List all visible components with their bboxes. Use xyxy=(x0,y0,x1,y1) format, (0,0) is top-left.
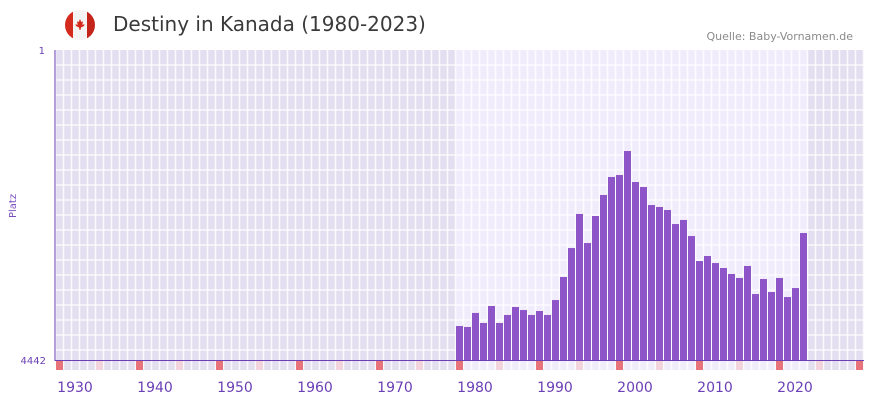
bar-1993 xyxy=(576,213,583,360)
bar-1992 xyxy=(568,248,575,360)
half-decade-marker xyxy=(656,361,663,370)
decade-marker xyxy=(856,361,863,370)
half-decade-marker xyxy=(576,361,583,370)
x-tick-1960: 1960 xyxy=(297,380,333,396)
bar-2012 xyxy=(728,274,735,360)
bar-1996 xyxy=(600,194,607,360)
decade-marker xyxy=(616,361,623,370)
bar-1981 xyxy=(480,323,487,360)
decade-marker xyxy=(536,361,543,370)
bar-1978 xyxy=(456,326,463,360)
bar-1995 xyxy=(592,215,599,360)
x-tick-1940: 1940 xyxy=(137,380,173,396)
bar-2002 xyxy=(648,205,655,360)
bar-1980 xyxy=(472,312,479,360)
bar-2001 xyxy=(640,187,647,360)
bar-1991 xyxy=(560,277,567,360)
bar-2000 xyxy=(632,181,639,360)
bar-2018 xyxy=(776,277,783,360)
x-tick-2010: 2010 xyxy=(697,380,733,396)
bar-2008 xyxy=(696,261,703,360)
half-decade-marker xyxy=(256,361,263,370)
decade-marker xyxy=(216,361,223,370)
bar-2020 xyxy=(792,288,799,360)
bar-1994 xyxy=(584,243,591,360)
x-tick-2020: 2020 xyxy=(777,380,813,396)
decade-marker xyxy=(776,361,783,370)
bar-2016 xyxy=(760,279,767,360)
background-after xyxy=(808,50,864,370)
chart-title: Destiny in Kanada (1980-2023) xyxy=(113,12,426,36)
bar-1997 xyxy=(608,176,615,360)
canada-flag-icon xyxy=(65,10,95,40)
decade-marker xyxy=(136,361,143,370)
half-decade-marker xyxy=(496,361,503,370)
x-tick-1990: 1990 xyxy=(537,380,573,396)
bar-1988 xyxy=(536,310,543,360)
bar-1985 xyxy=(512,307,519,360)
bar-2006 xyxy=(680,219,687,360)
bar-1999 xyxy=(624,151,631,360)
bar-2019 xyxy=(784,297,791,360)
x-tick-1950: 1950 xyxy=(217,380,253,396)
bar-2014 xyxy=(744,265,751,360)
half-decade-marker xyxy=(336,361,343,370)
bar-2004 xyxy=(664,209,671,360)
bar-2005 xyxy=(672,224,679,360)
bar-1984 xyxy=(504,314,511,360)
bar-1998 xyxy=(616,175,623,360)
bar-2013 xyxy=(736,277,743,360)
half-decade-marker xyxy=(736,361,743,370)
bar-1989 xyxy=(544,314,551,360)
y-tick-bottom: 4442 xyxy=(21,356,46,367)
bar-2009 xyxy=(704,255,711,360)
decade-marker xyxy=(696,361,703,370)
decade-marker xyxy=(456,361,463,370)
half-decade-marker xyxy=(816,361,823,370)
bar-1979 xyxy=(464,326,471,360)
bar-2003 xyxy=(656,206,663,360)
half-decade-marker xyxy=(96,361,103,370)
bar-2007 xyxy=(688,236,695,360)
x-tick-1970: 1970 xyxy=(377,380,413,396)
bar-1982 xyxy=(488,305,495,360)
source-link[interactable]: Quelle: Baby-Vornamen.de xyxy=(706,30,853,43)
half-decade-marker xyxy=(416,361,423,370)
bar-2011 xyxy=(720,267,727,360)
bar-2017 xyxy=(768,292,775,360)
x-tick-1980: 1980 xyxy=(457,380,493,396)
bar-1983 xyxy=(496,323,503,360)
decade-marker xyxy=(56,361,63,370)
bar-2010 xyxy=(712,263,719,360)
bar-2015 xyxy=(752,294,759,360)
bar-1987 xyxy=(528,314,535,360)
y-tick-top: 1 xyxy=(39,46,45,57)
bar-1986 xyxy=(520,310,527,360)
decade-marker xyxy=(376,361,383,370)
bar-1990 xyxy=(552,300,559,360)
x-tick-2000: 2000 xyxy=(617,380,653,396)
x-tick-1930: 1930 xyxy=(57,380,93,396)
decade-marker xyxy=(296,361,303,370)
half-decade-marker xyxy=(176,361,183,370)
bar-2021 xyxy=(800,233,807,360)
